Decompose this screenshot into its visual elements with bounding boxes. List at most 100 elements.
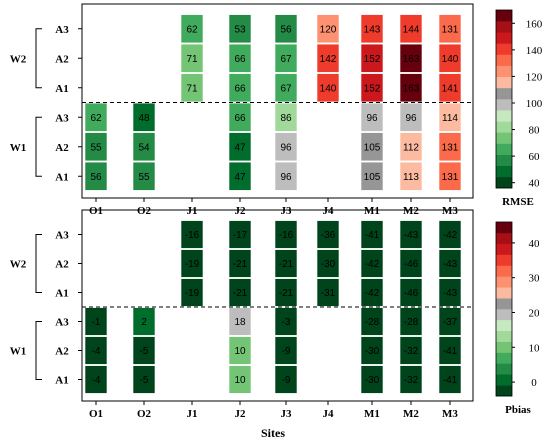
site-label: J1 (187, 408, 198, 420)
heatmap-cell (180, 278, 204, 307)
heatmap-cell (399, 73, 423, 103)
heatmap-cell (360, 43, 384, 73)
cell-value-label: -30 (365, 375, 380, 386)
cell-value-label: -17 (233, 230, 248, 241)
heatmap-cell (274, 43, 298, 73)
colorbar-tick-label: 30 (529, 273, 541, 285)
row-label: A1 (55, 83, 68, 95)
cell-value-label: -41 (443, 346, 458, 357)
cell-value-label: -4 (92, 375, 101, 386)
cell-value-label: 47 (234, 172, 246, 183)
site-label: J1 (187, 205, 198, 217)
heatmap-cell (228, 132, 252, 162)
site-label: J3 (281, 408, 293, 420)
row-label: A3 (55, 317, 69, 329)
site-label: M1 (364, 205, 380, 217)
heatmap-cell (399, 132, 423, 162)
heatmap-cell (360, 132, 384, 162)
row-label: A1 (55, 171, 68, 183)
cell-value-label: 66 (234, 54, 246, 65)
heatmap-cell (84, 365, 108, 394)
cell-value-label: -41 (365, 230, 380, 241)
heatmap-cell (228, 102, 252, 132)
heatmap-cell (132, 336, 156, 365)
cell-value-label: -30 (365, 346, 380, 357)
heatmap-cell (228, 161, 252, 191)
colorbar-segment (496, 319, 512, 332)
colorbar-segment (496, 309, 512, 321)
row-label: A2 (55, 346, 69, 358)
cell-value-label: 55 (90, 142, 102, 153)
row-label: A2 (55, 142, 69, 154)
cell-value-label: 112 (403, 142, 419, 153)
colorbar-tick-label: 140 (526, 45, 543, 57)
cell-value-label: 18 (234, 317, 246, 328)
heatmap-cell (438, 278, 462, 307)
heatmap-cell (274, 132, 298, 162)
cell-value-label: 120 (320, 24, 337, 35)
colorbar-segment (496, 287, 512, 299)
heatmap-cell (316, 43, 340, 73)
heatmap-cell (274, 220, 298, 249)
cell-value-label: -32 (404, 375, 419, 386)
group-label: W1 (10, 346, 27, 358)
cell-value-label: 143 (364, 24, 381, 35)
colorbar-segment (496, 143, 512, 155)
heatmap-cell (399, 278, 423, 307)
heatmap-cell (228, 73, 252, 103)
heatmap-cell (132, 102, 156, 132)
colorbar-tick-label: 160 (526, 18, 543, 30)
row-label: A3 (55, 112, 69, 124)
cell-value-label: -31 (321, 288, 336, 299)
heatmap-cell (399, 249, 423, 278)
colorbar-segment (496, 243, 512, 255)
cell-value-label: -21 (279, 259, 294, 270)
colorbar-title: RMSE (502, 196, 534, 208)
colorbar-segment (496, 76, 512, 89)
cell-value-label: 144 (403, 24, 420, 35)
cell-value-label: 53 (234, 24, 246, 35)
cell-value-label: 86 (280, 113, 292, 124)
cell-value-label: 131 (442, 24, 459, 35)
heatmap-cell (360, 14, 384, 44)
heatmap-cell (360, 73, 384, 103)
cell-value-label: 55 (138, 172, 150, 183)
cell-value-label: -4 (92, 346, 101, 357)
x-axis-title: Sites (261, 426, 285, 440)
cell-value-label: 113 (403, 172, 419, 183)
heatmap-cell (274, 14, 298, 44)
cell-value-label: 62 (90, 113, 102, 124)
cell-value-label: -9 (282, 375, 291, 386)
cell-value-label: 10 (234, 346, 246, 357)
colorbar-segment (496, 54, 512, 66)
heatmap-cell (438, 365, 462, 394)
heatmap-cell (274, 307, 298, 336)
site-label: J4 (323, 408, 335, 420)
colorbar-segment (496, 385, 512, 397)
heatmap-cell (438, 14, 462, 44)
heatmap-cell (360, 307, 384, 336)
site-label: J2 (235, 408, 247, 420)
cell-value-label: 131 (442, 172, 459, 183)
heatmap-cell (228, 365, 252, 394)
pbias-heatmap-panel: -16 -17 -16 -36 -41 -43 -42-19 -21 -21 -30 -42 -46-… (10, 209, 541, 420)
heatmap-cell (84, 336, 108, 365)
site-label: J4 (323, 205, 335, 217)
colorbar-tick-label: 80 (529, 125, 541, 137)
colorbar-segment (496, 298, 512, 310)
heatmap-cell (399, 161, 423, 191)
row-label: A2 (55, 53, 69, 65)
heatmap-cell (228, 14, 252, 44)
site-label: M3 (442, 205, 458, 217)
cell-value-label: 47 (234, 142, 246, 153)
row-label: A1 (55, 375, 68, 387)
heatmap-cell (274, 161, 298, 191)
colorbar-segment (496, 374, 512, 386)
site-label: O2 (137, 205, 152, 217)
cell-value-label: 66 (234, 113, 246, 124)
colorbar-segment (496, 363, 512, 375)
cell-value-label: -28 (365, 317, 380, 328)
cell-value-label: 71 (186, 54, 198, 65)
group-label: W2 (10, 259, 27, 271)
colorbar-tick-label: 10 (529, 342, 541, 354)
